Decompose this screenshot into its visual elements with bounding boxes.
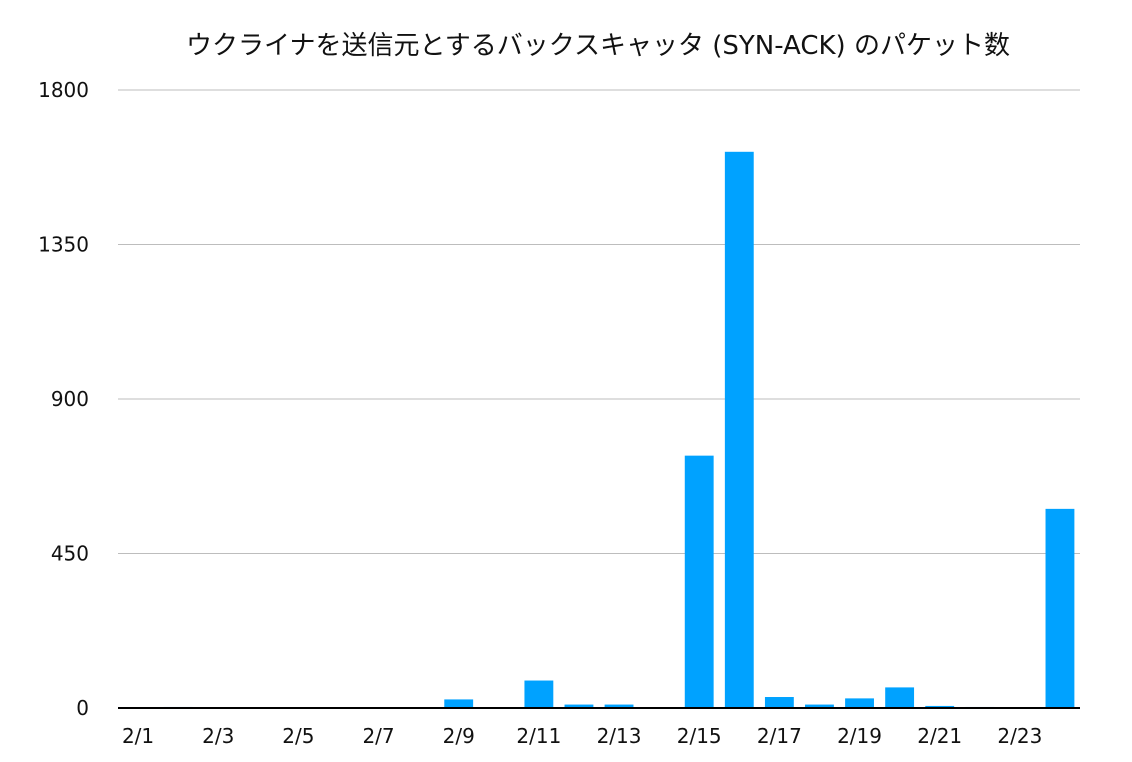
bars — [163, 151, 1075, 709]
chart-title: ウクライナを送信元とするバックスキャッタ (SYN-ACK) のパケット数 — [186, 31, 1010, 61]
y-tick-label: 1350 — [38, 233, 89, 257]
y-tick-label: 450 — [51, 542, 89, 566]
bar-2-9 — [444, 699, 474, 708]
x-tick-label: 2/15 — [677, 724, 722, 748]
bar-2-12 — [564, 704, 594, 708]
bar-2-17 — [764, 697, 794, 708]
x-axis-ticks: 2/1 2/3 2/5 2/7 2/9 2/11 2/13 2/15 2/17 2/19 2/21 2… — [122, 724, 1042, 748]
y-axis-ticks: 0 450 900 1350 1800 — [38, 78, 89, 720]
bar-2-16 — [724, 151, 754, 709]
bar-2-24 — [1045, 508, 1075, 708]
x-tick-label: 2/7 — [362, 724, 394, 748]
y-tick-label: 900 — [51, 387, 89, 411]
bar-2-19 — [845, 698, 874, 708]
x-tick-label: 2/11 — [516, 724, 561, 748]
x-tick-label: 2/3 — [202, 724, 234, 748]
bar-2-21 — [925, 705, 955, 708]
x-tick-label: 2/23 — [997, 724, 1042, 748]
bar-2-13 — [604, 704, 634, 708]
x-tick-label: 2/17 — [757, 724, 802, 748]
x-tick-label: 2/1 — [122, 724, 154, 748]
gridlines — [118, 89, 1080, 554]
y-tick-label: 0 — [76, 696, 89, 720]
bar-2-20 — [885, 687, 915, 708]
x-tick-label: 2/19 — [837, 724, 882, 748]
bar-2-18 — [805, 704, 834, 708]
x-tick-label: 2/5 — [282, 724, 314, 748]
y-tick-label: 1800 — [38, 78, 89, 102]
bar-2-11 — [524, 680, 554, 708]
bar-2-15 — [684, 455, 714, 708]
x-tick-label: 2/21 — [917, 724, 962, 748]
x-tick-label: 2/9 — [443, 724, 475, 748]
x-tick-label: 2/13 — [597, 724, 642, 748]
